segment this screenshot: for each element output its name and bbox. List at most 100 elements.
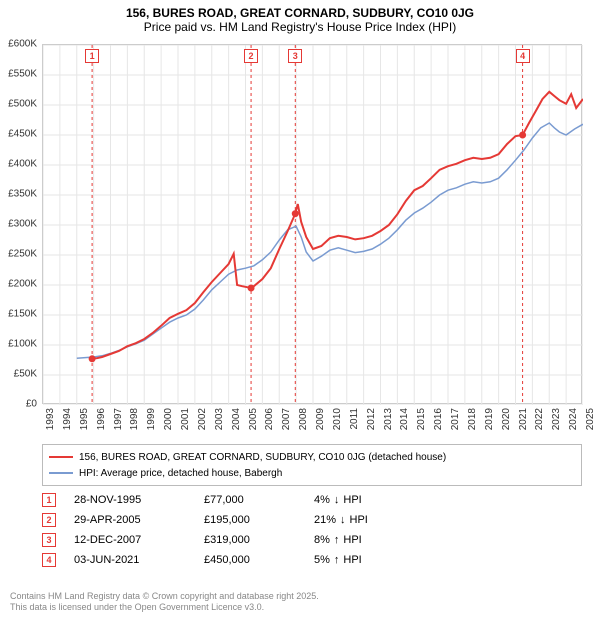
y-tick-label: £450K [8, 129, 37, 140]
x-tick-label: 2006 [264, 408, 275, 430]
x-axis: 1993 1994 1995 1996 1997 1998 1999 2000 2001 2002… [42, 406, 582, 446]
title-address: 156, BURES ROAD, GREAT CORNARD, SUDBURY,… [10, 6, 590, 20]
x-tick-label: 2009 [315, 408, 326, 430]
x-tick-label: 2010 [332, 408, 343, 430]
x-tick-label: 2004 [231, 408, 242, 430]
event-pct: 8% [314, 534, 330, 546]
arrow-icon: ↓ [340, 514, 346, 526]
legend: 156, BURES ROAD, GREAT CORNARD, SUDBURY,… [42, 444, 582, 486]
x-tick-label: 1998 [129, 408, 140, 430]
event-pct: 5% [314, 554, 330, 566]
x-tick-label: 2024 [568, 408, 579, 430]
x-tick-label: 2020 [501, 408, 512, 430]
y-tick-label: £400K [8, 159, 37, 170]
x-tick-label: 2007 [281, 408, 292, 430]
legend-swatch [49, 456, 73, 458]
event-vs: HPI [343, 534, 361, 546]
legend-label: HPI: Average price, detached house, Babe… [79, 468, 282, 479]
y-tick-label: £350K [8, 189, 37, 200]
event-pct: 21% [314, 514, 336, 526]
x-tick-label: 2003 [214, 408, 225, 430]
event-date: 12-DEC-2007 [74, 534, 204, 546]
legend-item: HPI: Average price, detached house, Babe… [49, 465, 575, 481]
y-tick-label: £100K [8, 339, 37, 350]
price-chart: 1 2 3 4 [42, 44, 582, 404]
event-date: 03-JUN-2021 [74, 554, 204, 566]
event-marker-badge: 2 [244, 49, 258, 63]
x-tick-label: 2016 [433, 408, 444, 430]
y-tick-label: £0 [26, 399, 37, 410]
event-marker-badge: 1 [85, 49, 99, 63]
event-row: 2 29-APR-2005£195,00021% ↓ HPI [42, 510, 582, 530]
x-tick-label: 2012 [366, 408, 377, 430]
event-marker-badge: 4 [516, 49, 530, 63]
x-tick-label: 2002 [197, 408, 208, 430]
event-diff: 21% ↓ HPI [314, 514, 434, 526]
legend-label: 156, BURES ROAD, GREAT CORNARD, SUDBURY,… [79, 452, 446, 463]
x-tick-label: 2001 [180, 408, 191, 430]
event-badge: 4 [42, 553, 56, 567]
x-tick-label: 2018 [467, 408, 478, 430]
x-tick-label: 1993 [45, 408, 56, 430]
legend-item: 156, BURES ROAD, GREAT CORNARD, SUDBURY,… [49, 449, 575, 465]
event-pct: 4% [314, 494, 330, 506]
footer-attribution: Contains HM Land Registry data © Crown c… [10, 591, 319, 614]
event-vs: HPI [350, 514, 368, 526]
x-tick-label: 1999 [146, 408, 157, 430]
arrow-icon: ↑ [334, 554, 340, 566]
x-tick-label: 2015 [416, 408, 427, 430]
x-tick-label: 2025 [585, 408, 596, 430]
event-row: 1 28-NOV-1995£77,0004% ↓HPI [42, 490, 582, 510]
event-badge: 1 [42, 493, 56, 507]
x-tick-label: 2023 [551, 408, 562, 430]
x-tick-label: 1994 [62, 408, 73, 430]
event-badge: 2 [42, 513, 56, 527]
x-tick-label: 2013 [383, 408, 394, 430]
events-table: 128-NOV-1995£77,0004%↓HPI229-APR-2005£19… [42, 490, 582, 570]
x-tick-label: 2008 [298, 408, 309, 430]
y-tick-label: £200K [8, 279, 37, 290]
y-tick-label: £500K [8, 99, 37, 110]
arrow-icon: ↓ [334, 494, 340, 506]
event-date: 29-APR-2005 [74, 514, 204, 526]
event-marker-badge: 3 [288, 49, 302, 63]
legend-swatch [49, 472, 73, 474]
x-tick-label: 2019 [484, 408, 495, 430]
x-tick-label: 2014 [399, 408, 410, 430]
title-subtitle: Price paid vs. HM Land Registry's House … [10, 20, 590, 34]
x-tick-label: 2005 [248, 408, 259, 430]
event-row: 4 03-JUN-2021£450,0005% ↑HPI [42, 550, 582, 570]
event-badge: 3 [42, 533, 56, 547]
arrow-icon: ↑ [334, 534, 340, 546]
event-price: £319,000 [204, 534, 314, 546]
event-vs: HPI [343, 494, 361, 506]
event-price: £77,000 [204, 494, 314, 506]
x-tick-label: 2022 [534, 408, 545, 430]
x-tick-label: 1997 [113, 408, 124, 430]
y-tick-label: £250K [8, 249, 37, 260]
x-tick-label: 1995 [79, 408, 90, 430]
event-diff: 8% ↑HPI [314, 534, 434, 546]
event-diff: 4% ↓HPI [314, 494, 434, 506]
event-diff: 5% ↑HPI [314, 554, 434, 566]
event-vs: HPI [343, 554, 361, 566]
x-tick-label: 1996 [96, 408, 107, 430]
y-tick-label: £50K [14, 369, 37, 380]
event-row: 3 12-DEC-2007£319,0008% ↑HPI [42, 530, 582, 550]
event-price: £450,000 [204, 554, 314, 566]
chart-title: 156, BURES ROAD, GREAT CORNARD, SUDBURY,… [0, 0, 600, 36]
event-price: £195,000 [204, 514, 314, 526]
y-tick-label: £300K [8, 219, 37, 230]
event-date: 28-NOV-1995 [74, 494, 204, 506]
x-tick-label: 2011 [349, 408, 360, 430]
y-tick-label: £150K [8, 309, 37, 320]
x-tick-label: 2000 [163, 408, 174, 430]
y-axis: £0£50K£100K£150K£200K£250K£300K£350K£400… [0, 44, 40, 404]
footer-line2: This data is licensed under the Open Gov… [10, 602, 319, 614]
x-tick-label: 2017 [450, 408, 461, 430]
x-tick-label: 2021 [518, 408, 529, 430]
footer-line1: Contains HM Land Registry data © Crown c… [10, 591, 319, 603]
y-tick-label: £550K [8, 69, 37, 80]
y-tick-label: £600K [8, 39, 37, 50]
chart-canvas [43, 45, 583, 405]
